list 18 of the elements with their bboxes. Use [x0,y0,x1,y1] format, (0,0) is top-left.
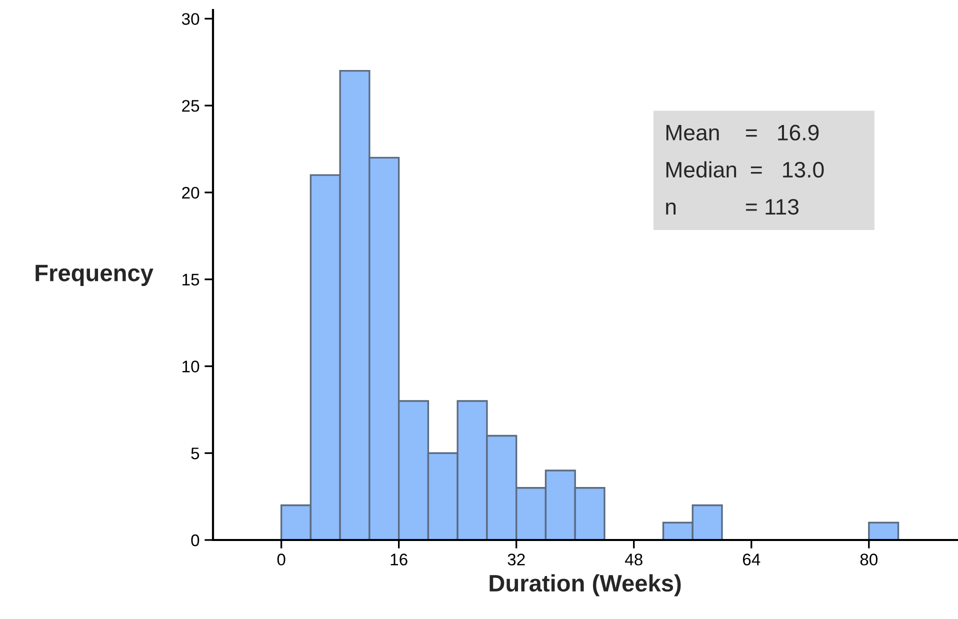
x-tick-label: 0 [277,554,286,566]
x-tick-label: 80 [860,554,878,566]
annotation: n = 113 [666,198,799,215]
x-tick-label: 32 [508,554,525,566]
x-axis-title: Duration (Weeks) [490,574,681,596]
y-tick-label: 20 [182,186,200,199]
x-tick-label: 64 [742,554,760,566]
y-tick-label: 30 [182,13,200,25]
y-axis-title: Frequency [36,264,154,286]
annotation: Median = 13.0 [666,161,824,178]
y-tick-label: 25 [182,100,200,112]
x-tick-label: 48 [624,554,642,566]
y-tick-label: 10 [182,360,200,372]
y-tick-label: 15 [182,274,200,286]
y-tick-label: 5 [191,448,200,460]
annotation: Mean = 16.9 [666,124,819,141]
x-tick-label: 16 [390,554,408,566]
y-tick-label: 0 [191,534,200,546]
